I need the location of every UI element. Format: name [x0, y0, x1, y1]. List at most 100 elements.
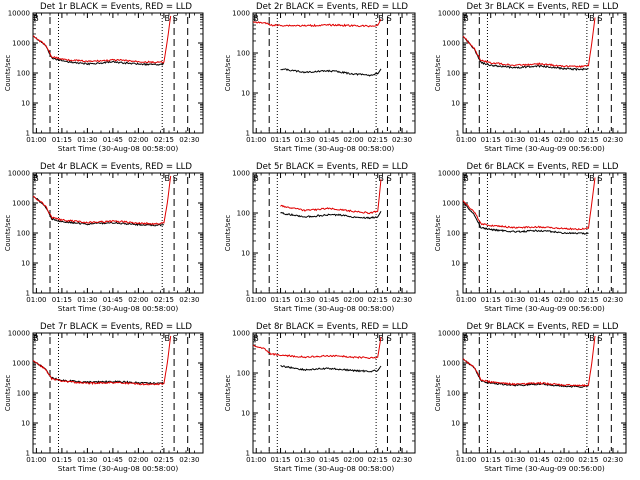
- x-tick-label: 02:15: [578, 136, 598, 144]
- x-tick-label: 02:15: [368, 456, 388, 464]
- panel-title: Det 6r BLACK = Events, RED = LLD: [466, 162, 618, 172]
- segment-marker: B: [253, 174, 259, 183]
- x-tick-label: 02:15: [578, 456, 598, 464]
- y-tick-label: 1000: [12, 40, 30, 48]
- y-tick-label: 10: [451, 260, 460, 268]
- y-tick-label: 1000: [232, 170, 250, 178]
- x-tick-label: 02:30: [179, 136, 199, 144]
- x-tick-label: 01:45: [319, 456, 339, 464]
- x-tick-label: 01:00: [456, 456, 476, 464]
- x-tick-label: 02:00: [128, 456, 148, 464]
- x-tick-label: 01:30: [295, 136, 315, 144]
- x-axis-label: Start Time (30-Aug-08 00:58:00): [58, 304, 179, 313]
- y-tick-label: 100: [17, 230, 30, 238]
- x-tick-label: 01:30: [505, 136, 525, 144]
- y-tick-label: 10: [21, 260, 30, 268]
- series-events-line: [280, 211, 382, 220]
- x-tick-label: 02:30: [603, 456, 623, 464]
- y-tick-label: 10000: [438, 170, 460, 178]
- x-tick-label: 01:15: [481, 136, 501, 144]
- segment-marker: B: [164, 14, 170, 23]
- y-tick-label: 1: [456, 290, 460, 298]
- segment-marker: S: [173, 334, 178, 343]
- segment-marker: B: [164, 174, 170, 183]
- x-tick-label: 02:00: [343, 136, 363, 144]
- segment-marker: B: [589, 334, 595, 343]
- x-tick-label: 02:00: [128, 296, 148, 304]
- panel-det-1r: Det 1r BLACK = Events, RED = LLD 1 10 100 10…: [4, 2, 204, 153]
- x-tick-label: 02:30: [179, 296, 199, 304]
- x-tick-label: 01:00: [26, 296, 46, 304]
- x-tick-label: 01:00: [246, 136, 266, 144]
- y-tick-label: 10: [21, 100, 30, 108]
- y-tick-label: 10000: [8, 170, 30, 178]
- panel-title: Det 3r BLACK = Events, RED = LLD: [466, 2, 618, 12]
- x-tick-label: 01:15: [270, 456, 290, 464]
- x-tick-label: 01:30: [505, 456, 525, 464]
- y-tick-label: 1: [456, 450, 460, 458]
- x-tick-label: 02:30: [392, 296, 412, 304]
- x-tick-label: 01:15: [52, 456, 72, 464]
- y-tick-label: 1: [246, 130, 250, 138]
- segment-marker: B: [253, 14, 259, 23]
- y-tick-label: 1000: [442, 40, 460, 48]
- y-tick-label: 1000: [232, 330, 250, 338]
- x-tick-label: 01:45: [103, 136, 123, 144]
- y-axis-label: Counts/sec: [434, 374, 442, 411]
- series-lld-line: [462, 335, 596, 388]
- x-tick-label: 01:30: [295, 456, 315, 464]
- y-tick-label: 10000: [8, 10, 30, 18]
- y-tick-label: 100: [17, 70, 30, 78]
- x-tick-label: 01:30: [77, 136, 97, 144]
- series-lld-line: [252, 18, 382, 28]
- y-tick-label: 10: [241, 90, 250, 98]
- segment-marker: S: [597, 14, 602, 23]
- x-tick-label: 02:30: [179, 456, 199, 464]
- y-tick-label: 1000: [12, 360, 30, 368]
- x-tick-label: 01:00: [456, 296, 476, 304]
- segment-marker: B: [463, 14, 469, 23]
- series-events-line: [32, 35, 165, 66]
- panel-title: Det 4r BLACK = Events, RED = LLD: [40, 162, 192, 172]
- x-tick-label: 02:00: [343, 296, 363, 304]
- x-tick-label: 02:30: [392, 456, 412, 464]
- y-tick-label: 1000: [12, 200, 30, 208]
- x-tick-label: 01:00: [26, 456, 46, 464]
- y-tick-label: 100: [237, 210, 250, 218]
- x-tick-label: 01:45: [319, 136, 339, 144]
- series-lld-line: [32, 335, 172, 386]
- y-tick-label: 100: [17, 390, 30, 398]
- x-axis-label: Start Time (30-Aug-08 00:58:00): [274, 464, 395, 473]
- x-tick-label: 01:30: [77, 296, 97, 304]
- x-tick-label: 01:15: [270, 136, 290, 144]
- y-axis-label: Counts/sec: [4, 374, 12, 411]
- x-tick-label: 01:30: [77, 456, 97, 464]
- x-tick-label: 01:00: [456, 136, 476, 144]
- y-tick-label: 10000: [8, 330, 30, 338]
- series-lld-line: [32, 175, 172, 226]
- x-tick-label: 02:15: [154, 456, 174, 464]
- x-axis-label: Start Time (30-Aug-08 00:58:00): [274, 144, 395, 153]
- series-events-line: [32, 195, 165, 227]
- x-tick-label: 01:45: [103, 456, 123, 464]
- panel-title: Det 8r BLACK = Events, RED = LLD: [256, 322, 408, 332]
- y-tick-label: 100: [447, 70, 460, 78]
- y-tick-label: 1000: [442, 200, 460, 208]
- panel-det-3r: Det 3r BLACK = Events, RED = LLD 1 10 100 10…: [434, 2, 627, 153]
- x-tick-label: 01:15: [481, 296, 501, 304]
- x-tick-label: 02:30: [603, 296, 623, 304]
- y-tick-label: 1: [246, 290, 250, 298]
- panel-det-6r: Det 6r BLACK = Events, RED = LLD 1 10 100 10…: [434, 162, 627, 313]
- x-axis-label: Start Time (30-Aug-08 00:58:00): [58, 144, 179, 153]
- y-tick-label: 100: [237, 50, 250, 58]
- y-tick-label: 1: [26, 290, 30, 298]
- x-axis-label: Start Time (30-Aug-08 00:58:00): [274, 304, 395, 313]
- segment-marker: B: [463, 174, 469, 183]
- y-tick-label: 1: [246, 450, 250, 458]
- y-axis-label: Counts/sec: [224, 214, 232, 251]
- segment-marker: B: [33, 174, 39, 183]
- x-tick-label: 01:00: [246, 456, 266, 464]
- x-tick-label: 01:00: [246, 296, 266, 304]
- x-axis-label: Start Time (30-Aug-09 00:56:00): [484, 464, 605, 473]
- y-tick-label: 10000: [438, 330, 460, 338]
